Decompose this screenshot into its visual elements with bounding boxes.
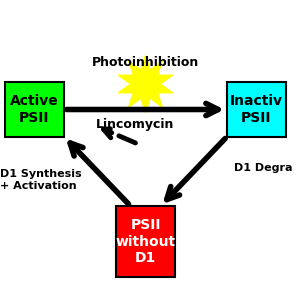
Text: Inactiv
PSII: Inactiv PSII bbox=[230, 94, 283, 124]
FancyBboxPatch shape bbox=[5, 82, 64, 137]
Text: D1 Degra: D1 Degra bbox=[234, 163, 292, 173]
Text: Photoinhibition: Photoinhibition bbox=[92, 56, 199, 69]
FancyBboxPatch shape bbox=[227, 82, 286, 137]
Text: PSII
without
D1: PSII without D1 bbox=[116, 218, 176, 265]
Text: Active
PSII: Active PSII bbox=[10, 94, 59, 124]
Text: Lincomycin: Lincomycin bbox=[96, 118, 174, 130]
FancyBboxPatch shape bbox=[116, 206, 175, 277]
Text: D1 Synthesis
+ Activation: D1 Synthesis + Activation bbox=[0, 169, 82, 191]
Polygon shape bbox=[118, 56, 172, 112]
